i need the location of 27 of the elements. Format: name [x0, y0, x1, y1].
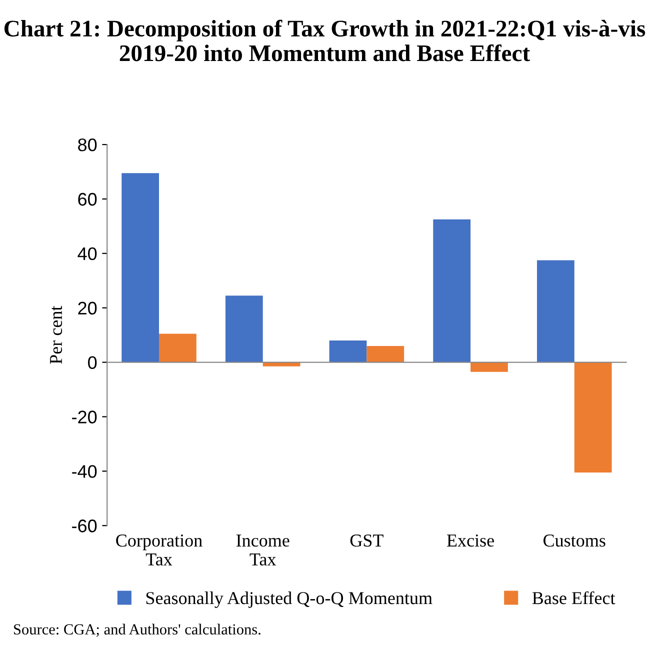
- y-tick-label: 60: [78, 192, 97, 206]
- x-tick-label: Income Tax: [236, 534, 290, 566]
- y-tick-label: 80: [78, 138, 97, 152]
- y-tick-label: 40: [78, 247, 97, 260]
- y-axis-title: Per cent: [50, 306, 62, 364]
- y-tick-label: -40: [72, 465, 97, 478]
- bar: [329, 340, 367, 362]
- bar: [159, 334, 196, 362]
- y-tick-label: -60: [72, 520, 97, 532]
- bar: [225, 296, 263, 362]
- x-tick-label: GST: [350, 534, 384, 547]
- x-tick-label: Excise: [446, 534, 494, 547]
- bar: [574, 362, 612, 473]
- bar: [536, 260, 574, 362]
- x-tick-label: Customs: [544, 534, 606, 547]
- source-note: Source: CGA; and Authors' calculations.: [14, 624, 260, 637]
- x-tick-label: Corporation Tax: [116, 534, 202, 566]
- y-tick-label: 20: [78, 302, 97, 315]
- bar: [433, 219, 471, 362]
- y-tick-label: -20: [72, 410, 97, 424]
- legend-label: Seasonally Adjusted Q-o-Q Momentum: [146, 592, 432, 608]
- bar: [366, 346, 404, 362]
- y-tick-label: 0: [88, 356, 97, 370]
- chart-title: Chart 21: Decomposition of Tax Growth in 2021-22:Q1 vis-à-vis 2019-20 into Momentum and Base Effect: [4, 20, 646, 62]
- legend-label: Base Effect: [532, 591, 616, 604]
- bar: [470, 362, 508, 372]
- bar: [122, 173, 160, 362]
